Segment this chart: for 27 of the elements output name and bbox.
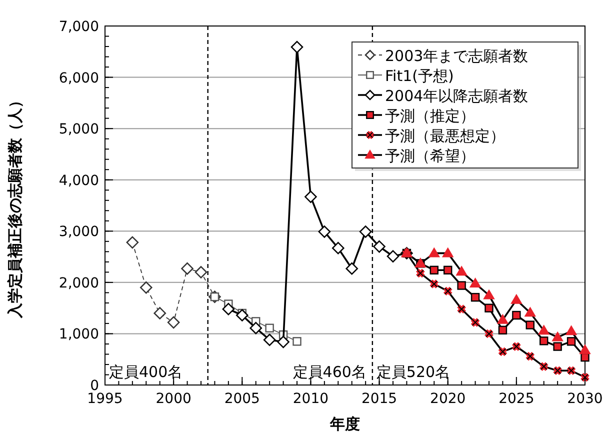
- x-tick-label: 2010: [292, 391, 329, 407]
- x-tick-label: 2025: [498, 391, 534, 407]
- x-tick-label: 2005: [224, 391, 260, 407]
- legend-label: 予測（推定）: [385, 107, 475, 125]
- x-axis-title: 年度: [329, 415, 360, 433]
- x-tick-label: 1995: [87, 391, 123, 407]
- y-tick-label: 0: [90, 378, 99, 394]
- y-tick-label: 3,000: [58, 224, 99, 240]
- legend-label: 2004年以降志願者数: [385, 87, 528, 105]
- legend-label: 予測（最悪想定）: [385, 127, 505, 145]
- annotation: 定員400名: [109, 363, 183, 381]
- x-tick-label: 2000: [156, 391, 192, 407]
- legend-label: 予測（希望）: [385, 147, 475, 165]
- y-tick-label: 6,000: [58, 70, 99, 86]
- y-tick-label: 1,000: [58, 326, 99, 343]
- y-tick-label: 2,000: [58, 275, 99, 292]
- legend-label: 2003年まで志願者数: [385, 47, 528, 65]
- y-tick-label: 5,000: [58, 122, 99, 138]
- y-axis-title: 入学定員補正後の志願者数（人）: [6, 93, 24, 319]
- x-tick-label: 2030: [567, 391, 603, 407]
- legend-label: Fit1(予想): [385, 67, 454, 85]
- y-tick-label: 4,000: [58, 172, 99, 189]
- x-tick-label: 2015: [361, 391, 398, 407]
- y-tick-label: 7,000: [58, 19, 99, 35]
- annotation: 定員460名: [292, 363, 366, 381]
- annotation: 定員520名: [376, 363, 450, 381]
- x-tick-label: 2020: [430, 391, 466, 407]
